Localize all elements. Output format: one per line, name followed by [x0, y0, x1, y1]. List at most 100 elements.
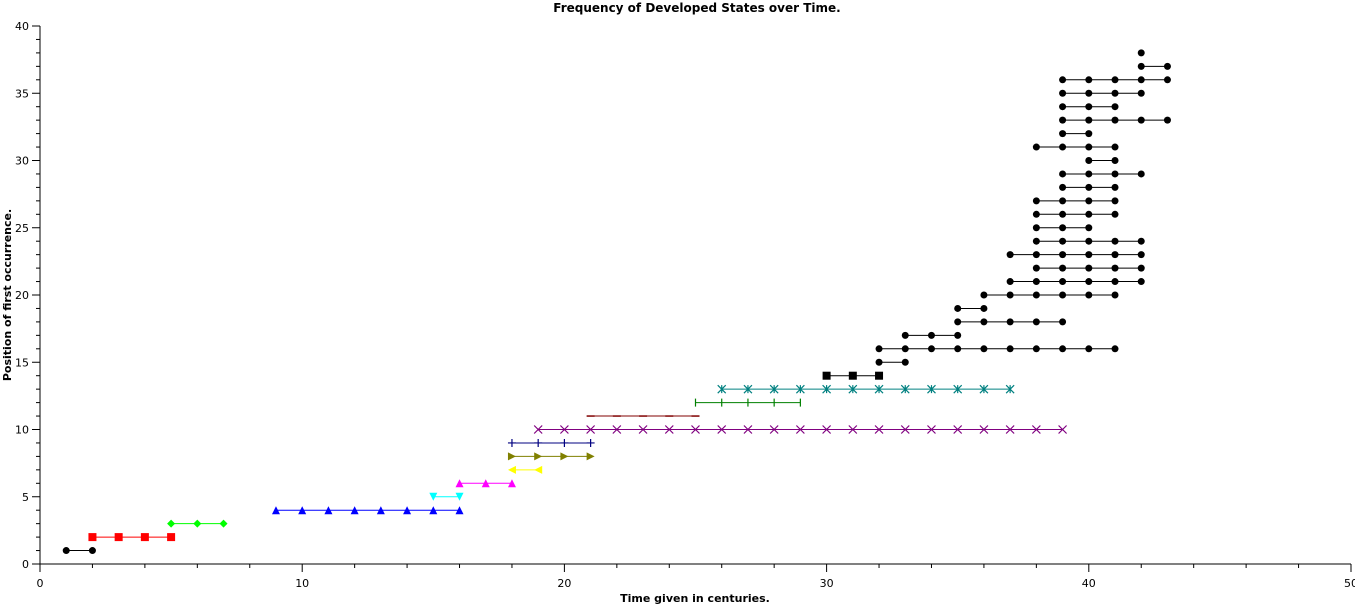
data-point [848, 384, 858, 394]
data-point [927, 425, 936, 434]
data-point [1111, 116, 1119, 124]
data-point [1137, 237, 1145, 245]
data-point [1032, 251, 1040, 259]
data-point [298, 506, 307, 515]
data-point [795, 425, 805, 434]
chart-title: Frequency of Developed States over Time. [553, 1, 840, 15]
data-point [271, 506, 280, 515]
data-point [1111, 197, 1119, 205]
data-point [1059, 345, 1067, 353]
y-tick-label: 25 [15, 222, 29, 235]
data-point [1059, 89, 1067, 97]
series-line-37 [1137, 62, 1171, 70]
data-point [1111, 210, 1119, 218]
data-point [1059, 130, 1067, 138]
data-point [403, 506, 412, 515]
data-point [140, 533, 149, 542]
data-point [534, 452, 543, 461]
series-line-26 [1032, 210, 1119, 218]
data-point [376, 506, 385, 515]
data-point [1006, 345, 1014, 353]
x-tick-label: 10 [295, 577, 309, 590]
data-point [1111, 157, 1119, 164]
x-tick-label: 20 [557, 577, 571, 590]
data-point [875, 358, 883, 366]
data-point [507, 452, 516, 461]
data-point [219, 519, 228, 528]
data-point [901, 345, 909, 353]
data-point [533, 425, 543, 434]
series-line-30 [1085, 157, 1119, 164]
data-point [1005, 384, 1015, 394]
series-line-18 [954, 318, 1067, 326]
data-point [1085, 264, 1093, 272]
data-point [927, 384, 936, 394]
data-point [717, 384, 727, 394]
data-point [1005, 425, 1015, 434]
data-point [1085, 157, 1093, 164]
data-point [1137, 62, 1145, 70]
series-line-25 [1032, 224, 1093, 232]
data-point [875, 345, 883, 353]
data-point [1111, 251, 1119, 259]
data-point [1085, 237, 1093, 245]
series-line-22 [1032, 264, 1145, 272]
series-line-14 [822, 371, 884, 380]
data-point [743, 425, 753, 434]
data-point [848, 371, 857, 380]
data-point [88, 533, 97, 542]
data-point [1006, 291, 1014, 299]
data-point [481, 479, 490, 488]
series-line-35 [1059, 89, 1145, 97]
data-point [1085, 103, 1093, 111]
data-point [953, 384, 963, 394]
series-line-20 [980, 291, 1119, 299]
data-point [1111, 345, 1119, 353]
series-layer [62, 49, 1171, 555]
data-point [1085, 210, 1093, 218]
data-point [455, 506, 464, 515]
data-point [1111, 170, 1119, 178]
series-line-36 [1059, 76, 1171, 84]
data-point [1163, 76, 1171, 84]
data-point [1111, 103, 1119, 111]
data-point [455, 479, 464, 488]
data-point [874, 425, 884, 434]
data-point [1085, 251, 1093, 259]
data-point [167, 533, 176, 542]
data-point [980, 345, 988, 353]
data-point [62, 547, 70, 555]
data-point [1085, 224, 1093, 232]
data-point [874, 384, 884, 394]
y-tick-label: 0 [22, 558, 29, 571]
series-line-9 [507, 438, 595, 447]
data-point [900, 384, 910, 394]
data-point [507, 479, 516, 488]
data-point [954, 345, 962, 353]
data-point [927, 345, 935, 353]
data-point [1085, 345, 1093, 353]
data-point [1032, 237, 1040, 245]
series-line-10 [533, 425, 1068, 434]
series-line-5 [429, 492, 464, 501]
data-point [822, 371, 831, 380]
y-tick-label: 20 [15, 289, 29, 302]
data-point [1111, 264, 1119, 272]
series-line-31 [1032, 143, 1119, 151]
series-line-21 [1006, 278, 1145, 286]
data-point [1059, 103, 1067, 111]
data-point [980, 291, 988, 299]
data-point [769, 384, 779, 394]
data-point [559, 425, 569, 434]
series-line-19 [954, 304, 988, 312]
data-point [1032, 224, 1040, 232]
data-point [979, 425, 989, 434]
axes: 0 10 20 30 40 50 0 5 10 15 20 25 30 35 40 [15, 20, 1355, 590]
data-point [664, 425, 674, 434]
data-point [1032, 143, 1040, 151]
series-line-4 [271, 506, 464, 515]
data-point [638, 425, 648, 434]
series-line-24 [1032, 237, 1145, 245]
x-tick-label: 30 [820, 577, 834, 590]
